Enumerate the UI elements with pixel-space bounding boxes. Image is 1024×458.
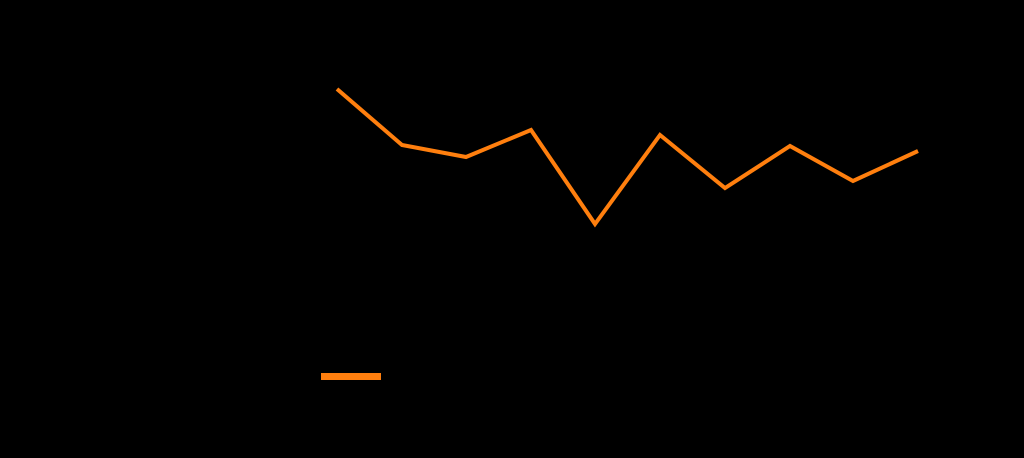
y-tick-label: 0 [113,397,120,408]
y-tick-label: 4 [113,255,120,267]
plot-axes: 0 1 2 3 4 5 6 7 8 9 0 2 4 6 8 10 [107,45,925,421]
y-tick-label: 2 [113,326,120,338]
x-tick-label: 9 [918,410,926,421]
x-tick-label: 3 [389,410,396,421]
y-tick-label: 8 [113,114,120,126]
legend-swatch-orange [321,373,381,380]
y-tick-label: 10 [107,44,120,55]
chart-legend [321,373,389,380]
x-tick-label: 0 [124,410,132,421]
x-tick-label: 5 [565,410,573,421]
x-tick-label: 7 [742,410,749,421]
y-tick-label: 6 [113,185,120,197]
x-tick-label: 2 [301,410,308,421]
series-line-orange [335,87,919,228]
x-tick-label: 1 [213,410,220,421]
x-tick-label: 4 [477,410,485,421]
x-tick-label: 6 [654,410,661,421]
x-tick-label: 8 [830,410,837,421]
